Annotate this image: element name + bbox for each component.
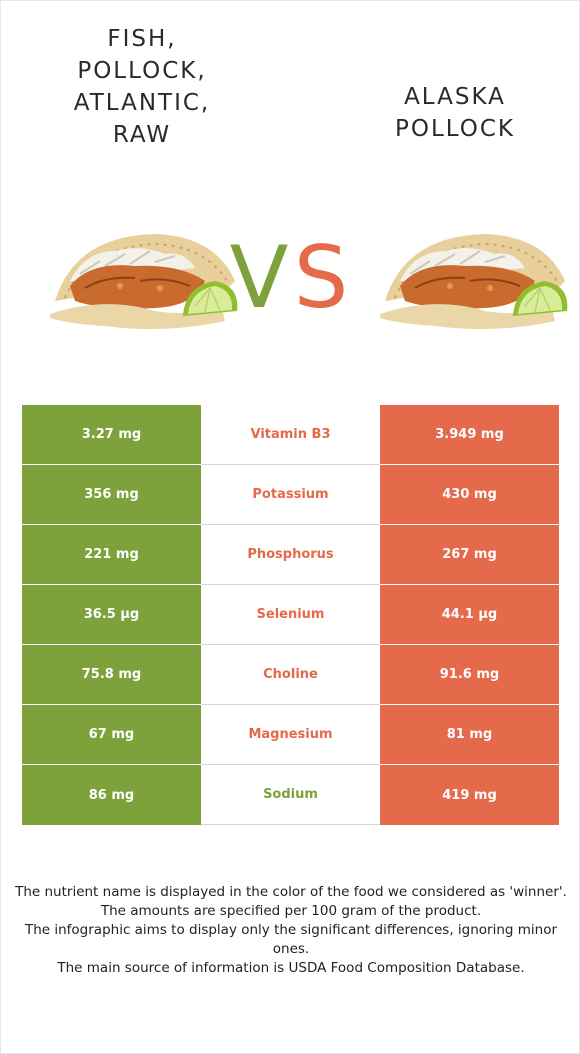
right-food-title: ALASKA POLLOCK xyxy=(328,81,580,145)
left-food-title: FISH, POLLOCK, ATLANTIC, RAW xyxy=(15,23,269,151)
table-row: 3.27 mg Vitamin B3 3.949 mg xyxy=(22,405,559,465)
vs-letter-s: S xyxy=(294,231,349,317)
nutrient-name: Magnesium xyxy=(201,705,380,765)
right-value: 419 mg xyxy=(380,765,559,825)
footer-notes: The nutrient name is displayed in the co… xyxy=(15,883,567,978)
right-value: 267 mg xyxy=(380,525,559,585)
left-value: 86 mg xyxy=(22,765,201,825)
left-value: 3.27 mg xyxy=(22,405,201,465)
right-value: 44.1 µg xyxy=(380,585,559,645)
nutrient-name: Sodium xyxy=(201,765,380,825)
footer-note: The nutrient name is displayed in the co… xyxy=(15,884,567,900)
right-value: 3.949 mg xyxy=(380,405,559,465)
table-row: 86 mg Sodium 419 mg xyxy=(22,765,559,825)
footer-note: The infographic aims to display only the… xyxy=(24,922,558,957)
nutrient-name: Vitamin B3 xyxy=(201,405,380,465)
right-food-title-line: ALASKA xyxy=(404,84,506,110)
vs-label: V S xyxy=(230,231,349,317)
table-row: 36.5 µg Selenium 44.1 µg xyxy=(22,585,559,645)
left-food-title-line: RAW xyxy=(112,122,172,148)
footer-note: The amounts are specified per 100 gram o… xyxy=(100,903,482,919)
nutrient-name: Phosphorus xyxy=(201,525,380,585)
left-value: 221 mg xyxy=(22,525,201,585)
fish-taco-image xyxy=(380,234,568,330)
table-row: 356 mg Potassium 430 mg xyxy=(22,465,559,525)
left-food-title-line: ATLANTIC, xyxy=(73,90,211,116)
nutrient-name: Potassium xyxy=(201,465,380,525)
vs-letter-v: V xyxy=(230,231,289,317)
right-value: 81 mg xyxy=(380,705,559,765)
left-value: 36.5 µg xyxy=(22,585,201,645)
table-row: 221 mg Phosphorus 267 mg xyxy=(22,525,559,585)
left-value: 356 mg xyxy=(22,465,201,525)
left-value: 75.8 mg xyxy=(22,645,201,705)
table-row: 67 mg Magnesium 81 mg xyxy=(22,705,559,765)
table-row: 75.8 mg Choline 91.6 mg xyxy=(22,645,559,705)
nutrient-comparison-table: 3.27 mg Vitamin B3 3.949 mg 356 mg Potas… xyxy=(22,405,559,825)
right-food-title-line: POLLOCK xyxy=(394,116,516,142)
right-value: 91.6 mg xyxy=(380,645,559,705)
right-value: 430 mg xyxy=(380,465,559,525)
nutrient-name: Choline xyxy=(201,645,380,705)
fish-taco-image xyxy=(50,234,238,330)
left-food-title-line: FISH, xyxy=(107,26,177,52)
left-food-title-line: POLLOCK, xyxy=(77,58,207,84)
footer-note: The main source of information is USDA F… xyxy=(57,960,525,976)
nutrient-name: Selenium xyxy=(201,585,380,645)
left-value: 67 mg xyxy=(22,705,201,765)
